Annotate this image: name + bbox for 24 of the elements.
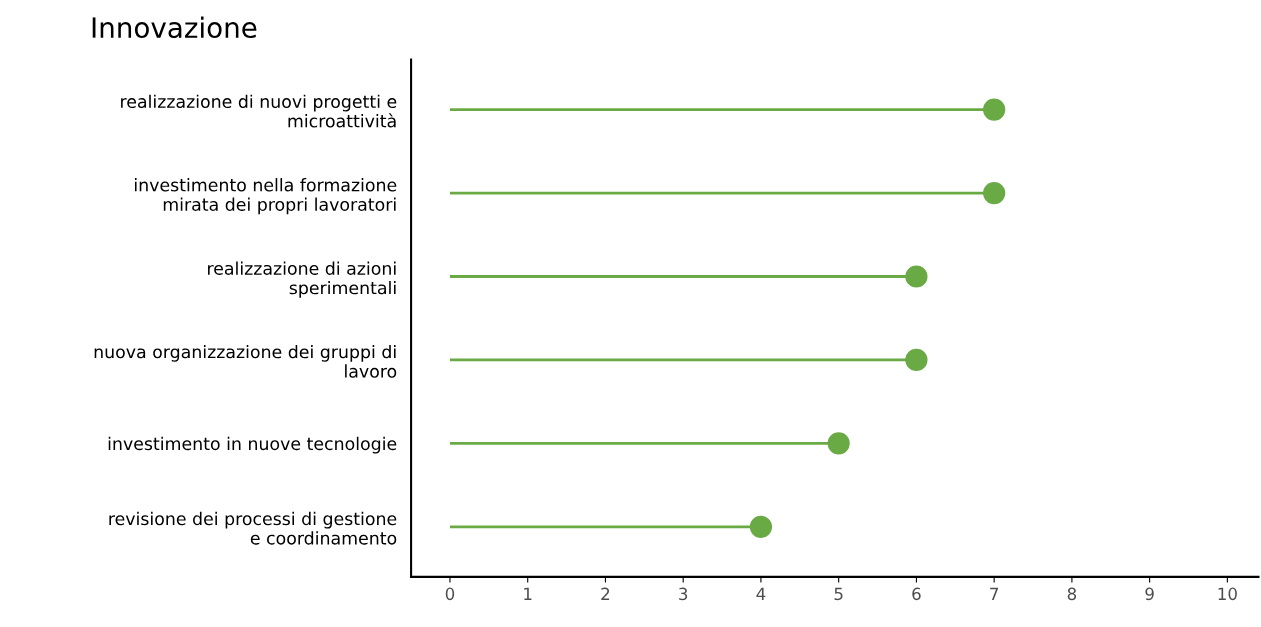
point [905, 348, 928, 372]
y-tick-label: realizzazione di nuovi progetti e microattività [121, 94, 397, 128]
x-tick-label: 7 [990, 587, 999, 600]
x-tick-label: 10 [1218, 587, 1237, 601]
x-tick-label: 9 [1145, 587, 1154, 601]
x-tick-label: 1 [524, 587, 532, 600]
point [905, 265, 928, 288]
x-tick-label: 8 [1067, 587, 1077, 601]
y-tick-label: realizzazione di azioni sperimentali [208, 261, 396, 298]
x-tick-label: 2 [601, 587, 610, 600]
text: Innovazione [92, 16, 257, 39]
point [983, 181, 1006, 205]
x-tick-label: 6 [912, 587, 921, 601]
point [983, 98, 1006, 121]
x-tick-label: 4 [756, 587, 766, 600]
x-tick-label: 3 [679, 587, 688, 601]
x-tick-label: 0 [445, 587, 455, 601]
point [827, 432, 850, 455]
x-tick-label: 5 [834, 587, 843, 601]
y-tick-label: revisione dei processi di gestione e coordinamento [109, 511, 397, 545]
y-tick-label: investimento nella formazione mirata dei propri lavoratori [134, 178, 397, 215]
y-tick-label: investimento in nuove tecnologie [108, 436, 397, 454]
y-tick-label: nuova organizzazione dei gruppi di lavoro [94, 344, 397, 378]
point [749, 515, 773, 538]
